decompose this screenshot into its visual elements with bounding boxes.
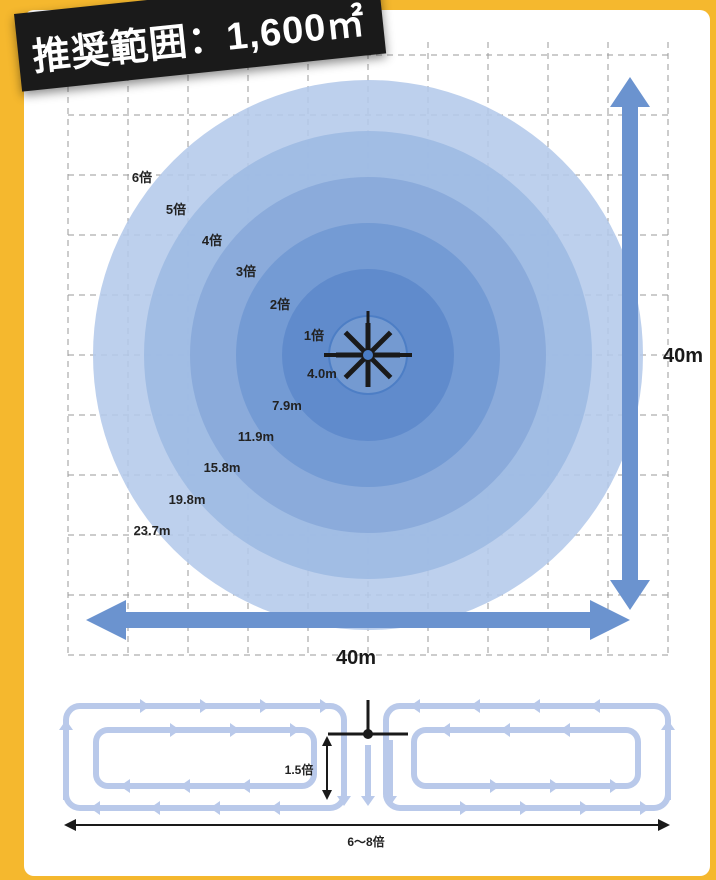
fan-hub (361, 348, 375, 362)
flow-arrow-left-head (440, 723, 450, 737)
spacing-arrowhead-bottom (322, 790, 332, 800)
flow-arrow-left-head (500, 723, 510, 737)
airflow-diagram (59, 699, 675, 831)
flow-arrow-left-head (240, 779, 250, 793)
flow-arrow-right-head (610, 779, 620, 793)
flow-arrow-right-head (170, 723, 180, 737)
ring-radius-label: 4.0m (307, 366, 337, 381)
ring-radius-label: 7.9m (272, 398, 302, 413)
flow-arrow-left-head (410, 699, 420, 713)
left-outer-loop (63, 703, 347, 811)
flow-arrow-right-head (230, 723, 240, 737)
center-flow-arrow-head (361, 796, 375, 806)
center-flow-arrow-head (383, 796, 397, 806)
ring-factor-label: 5倍 (166, 202, 186, 217)
fan-icon (324, 311, 412, 387)
ring-radius-label: 19.8m (169, 492, 206, 507)
spacing-arrowhead-top (322, 736, 332, 746)
height-arrow (610, 77, 650, 610)
flow-arrow-right-head (550, 779, 560, 793)
flow-arrow-right-head (640, 801, 650, 815)
width-arrow (86, 600, 630, 640)
flow-arrow-right-head (460, 801, 470, 815)
flow-arrow-left-head (530, 699, 540, 713)
ring-radius-label: 15.8m (204, 460, 241, 475)
right-outer-loop (383, 703, 671, 811)
flow-arrow-left-head (90, 801, 100, 815)
ring-radius-label: 23.7m (134, 523, 171, 538)
spacing-label: 1.5倍 (285, 762, 314, 777)
center-flow-arrow-head (337, 796, 351, 806)
right-inner-loop (411, 727, 641, 789)
width-label: 40m (336, 647, 376, 669)
ring-radius-label: 11.9m (238, 429, 274, 444)
bottom-fan-hub (363, 729, 373, 739)
flow-arrow-left-head (560, 723, 570, 737)
flow-arrow-right-head (200, 699, 210, 713)
flow-arrow-right-head (290, 723, 300, 737)
flow-arrow-left-head (120, 779, 130, 793)
flow-arrow-right-head (260, 699, 270, 713)
flow-arrow-left-head (180, 779, 190, 793)
flow-arrow-left-head (470, 699, 480, 713)
ring-factor-label: 3倍 (236, 264, 256, 279)
span-label: 6〜8倍 (347, 834, 384, 849)
span-arrowhead-left (64, 819, 76, 831)
side-flow-arrow-head (661, 720, 675, 730)
span-arrowhead-right (658, 819, 670, 831)
flow-arrow-right-head (320, 699, 330, 713)
flow-arrow-right-head (490, 779, 500, 793)
flow-arrow-left-head (210, 801, 220, 815)
dimension-arrows (86, 77, 650, 640)
flow-arrow-left-head (590, 699, 600, 713)
flow-arrow-right-head (580, 801, 590, 815)
ring-labels: 1倍 4.0m 2倍 7.9m 3倍 11.9m 4倍 15.8m 5倍 19.8m 6倍 23.7m (132, 170, 337, 538)
flow-arrow-left-head (270, 801, 280, 815)
flow-arrow-left-head (150, 801, 160, 815)
ring-factor-label: 1倍 (304, 328, 324, 343)
ring-factor-label: 6倍 (132, 170, 152, 185)
side-flow-arrow-head (59, 720, 73, 730)
height-label: 40m (663, 345, 703, 367)
ring-factor-label: 4倍 (202, 233, 222, 248)
ring-factor-label: 2倍 (270, 297, 290, 312)
left-inner-loop (93, 727, 317, 789)
flow-arrow-right-head (520, 801, 530, 815)
flow-arrow-right-head (140, 699, 150, 713)
